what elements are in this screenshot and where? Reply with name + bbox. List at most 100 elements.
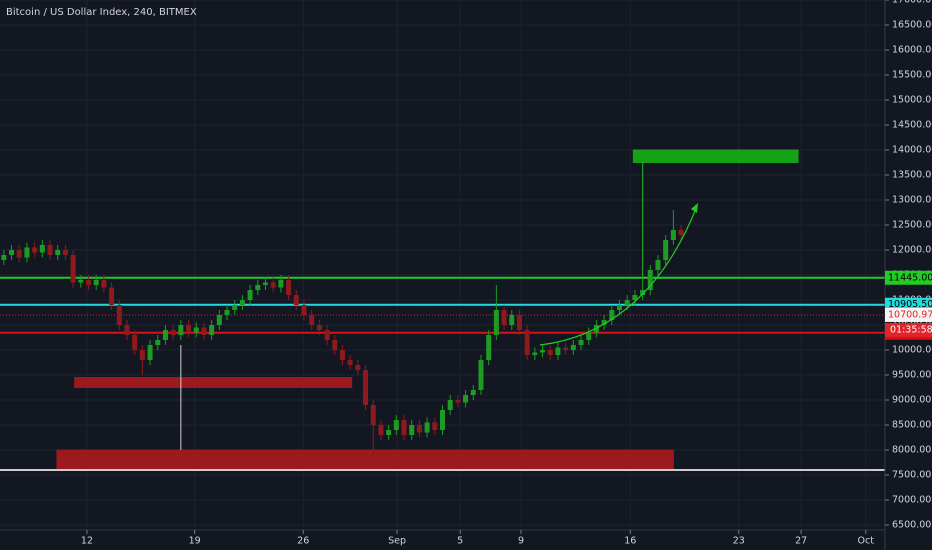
candle-body — [155, 340, 161, 345]
drawings — [0, 149, 885, 471]
axes: 6500.00 7000.00 7500.00 8000.00 8500.00 9000.… — [81, 0, 932, 547]
candle-body — [86, 280, 91, 285]
candle-body — [663, 240, 669, 260]
candle-body — [624, 300, 630, 305]
price-label: 10700.97 — [888, 309, 932, 320]
candle-body — [39, 245, 45, 253]
x-tick-label: 5 — [457, 536, 463, 547]
x-tick-label: 12 — [81, 536, 93, 547]
candle-body — [486, 335, 492, 360]
candle-body — [655, 260, 661, 270]
candle-body — [501, 310, 507, 325]
candle-body — [378, 425, 384, 435]
y-tick-label: 7000.00 — [892, 495, 931, 506]
chart-title: Bitcoin / US Dollar Index, 240, BITMEX — [6, 7, 197, 18]
y-tick-label: 16500.00 — [892, 20, 932, 31]
candle-body — [93, 280, 99, 285]
candle-body — [493, 310, 499, 335]
y-tick-label: 8500.00 — [892, 420, 931, 431]
x-tick-label: 23 — [733, 536, 745, 547]
candle-body — [32, 247, 38, 253]
candle-body — [670, 230, 676, 240]
candle-body — [570, 345, 576, 350]
candle-body — [516, 315, 522, 330]
candle-body — [209, 325, 215, 335]
candle-body — [324, 330, 330, 340]
candle-body — [470, 390, 476, 395]
y-tick-label: 8000.00 — [892, 445, 931, 456]
y-tick-label: 9000.00 — [892, 395, 931, 406]
x-tick-label: Oct — [858, 536, 875, 547]
y-tick-label: 14000.00 — [892, 145, 932, 156]
countdown: 01:35:58 — [890, 324, 932, 335]
y-tick-label: 12500.00 — [892, 220, 932, 231]
x-tick-label: 19 — [189, 536, 201, 547]
y-tick-label: 13000.00 — [892, 195, 932, 206]
y-tick-label: 14500.00 — [892, 120, 932, 131]
candle-body — [532, 352, 538, 355]
candle-body — [647, 270, 653, 290]
price-label: 11445.00 — [888, 272, 932, 283]
candle-body — [347, 360, 353, 365]
candle-body — [578, 340, 584, 345]
candle-body — [162, 330, 168, 340]
candle-body — [186, 325, 192, 333]
y-tick-label: 6500.00 — [892, 520, 931, 531]
candle-body — [601, 320, 607, 325]
x-tick-label: 26 — [297, 536, 309, 547]
candle-body — [424, 422, 430, 433]
candle-body — [55, 250, 61, 255]
candle-body — [393, 420, 399, 430]
candle-body — [370, 405, 376, 425]
candle-body — [640, 290, 646, 295]
candle-body — [9, 250, 15, 255]
candle-body — [47, 245, 53, 255]
candle-body — [139, 350, 145, 360]
candle-body — [547, 350, 553, 355]
price-label-bg — [885, 270, 932, 285]
candle-body — [293, 295, 299, 305]
candle-body — [70, 255, 76, 283]
x-tick-label: 16 — [624, 536, 636, 547]
candle-body — [1, 255, 7, 260]
candle-body — [193, 327, 199, 333]
candle-body — [247, 290, 253, 300]
candle-body — [239, 300, 245, 305]
candle-body — [386, 430, 392, 435]
candle-body — [147, 345, 153, 360]
candle-body — [278, 280, 284, 288]
y-tick-label: 16000.00 — [892, 45, 932, 56]
candle-body — [24, 247, 30, 258]
candle-body — [363, 370, 369, 405]
candle-body — [170, 330, 176, 335]
price-label: 10905.50 — [888, 299, 932, 310]
candle-body — [455, 400, 461, 403]
candle-body — [339, 350, 345, 360]
candle-body — [101, 280, 107, 288]
trend-arrow — [539, 205, 698, 346]
candle-body — [478, 360, 484, 390]
candle-body — [416, 425, 422, 433]
y-tick-label: 15000.00 — [892, 95, 932, 106]
y-tick-label: 12000.00 — [892, 245, 932, 256]
y-tick-label: 10000.00 — [892, 345, 932, 356]
candle-body — [401, 420, 407, 435]
candle-body — [524, 330, 530, 355]
candle-body — [270, 282, 276, 288]
grid — [0, 0, 885, 530]
countdown-bg — [885, 322, 932, 337]
candle-body — [632, 295, 638, 300]
candle-body — [224, 310, 230, 315]
y-tick-label: 9500.00 — [892, 370, 931, 381]
arrow-head — [691, 203, 698, 213]
candle-body — [440, 410, 445, 430]
candle-body — [432, 422, 438, 430]
candle-body — [62, 250, 68, 255]
candle-body — [555, 347, 561, 355]
candle-body — [116, 305, 122, 325]
candle-body — [586, 332, 592, 340]
candle-body — [301, 305, 307, 315]
price-label-bg — [885, 307, 932, 322]
candle-body — [178, 325, 184, 335]
